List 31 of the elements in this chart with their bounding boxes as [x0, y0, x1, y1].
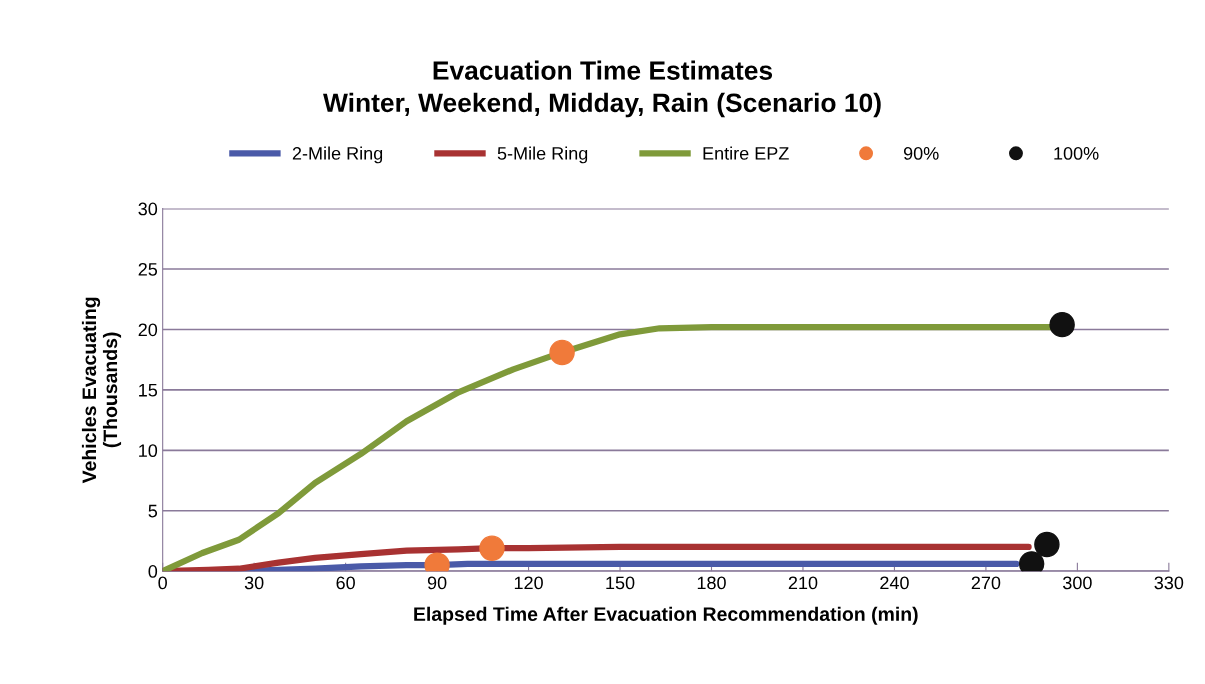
- point: [1034, 531, 1060, 558]
- y-tick-label: 20: [138, 323, 158, 337]
- x-tick-label: 270: [971, 576, 1001, 590]
- x-tick-label: 30: [244, 576, 264, 590]
- x-tick-label: 180: [697, 576, 726, 590]
- x-tick-label: 0: [158, 576, 167, 590]
- x-tick-label: 150: [606, 576, 635, 590]
- x-tick-label: 330: [1154, 576, 1184, 590]
- x-tick-label: 300: [1063, 576, 1092, 590]
- point: [1049, 311, 1075, 338]
- x-tick-label: 60: [336, 576, 355, 590]
- y-tick-label: 25: [138, 262, 158, 276]
- x-axis-title: Elapsed Time After Evacuation Recommendation (min): [414, 606, 918, 625]
- y-tick-label: 5: [148, 504, 158, 518]
- y-tick-label: 15: [139, 384, 158, 397]
- point: [479, 535, 505, 561]
- legend-label: 100%: [1054, 147, 1099, 160]
- x-tick-label: 90: [427, 576, 447, 590]
- legend-label: Entire EPZ: [703, 146, 789, 160]
- legend-label: 2-Mile Ring: [292, 146, 383, 164]
- chart-title: Evacuation Time Estimates Winter, Weekend, Midday, Rain (Scenario 10): [323, 60, 881, 118]
- x-tick-label: 210: [788, 576, 818, 590]
- point: [549, 339, 575, 366]
- y-tick-label: 0: [148, 565, 158, 578]
- y-axis-title: Vehicles Evacuating (Thousands): [81, 297, 122, 484]
- y-tick-label: 10: [139, 444, 158, 458]
- x-tick-label: 240: [880, 576, 909, 590]
- y-tick-label: 30: [138, 202, 158, 216]
- legend-label: 5-Mile Ring: [497, 146, 588, 164]
- x-tick-label: 120: [514, 576, 543, 590]
- legend-label: 90%: [903, 147, 939, 160]
